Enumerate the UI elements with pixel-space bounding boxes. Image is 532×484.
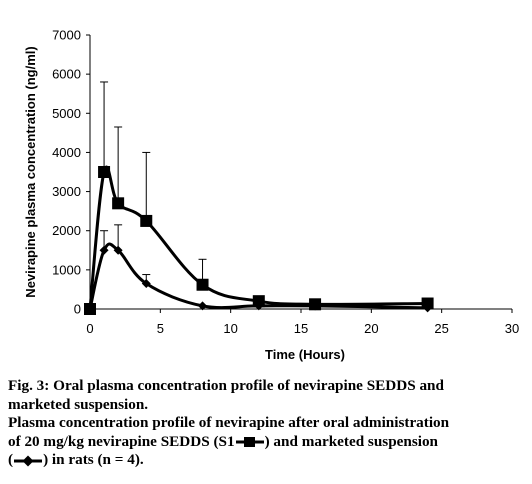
point-sedds [196,278,209,291]
point-suspension [141,279,151,289]
y-tick-label: 4000 [52,145,81,160]
point-sedds [252,295,265,308]
point-suspension [113,245,123,255]
caption-line-1: Fig. 3: Oral plasma concentration profil… [8,377,444,394]
legend-diamond-marker-icon [14,455,43,467]
chart-plot: 0 1000 2000 3000 4000 5000 6000 7000 0 5 10 15 20 25 3… [23,28,519,363]
y-tick-label: 6000 [52,67,81,82]
chart-markers [84,166,434,315]
chart-error-bars [100,81,207,285]
y-tick-label: 3000 [52,184,81,199]
x-tick-label: 5 [157,321,164,336]
chart-series-lines [88,165,428,310]
series-line-sedds [88,165,428,310]
caption-line-5-end: ) in rats (n = 4). [43,451,144,468]
x-tick-label: 0 [86,321,93,336]
caption-line-3: Plasma concentration profile of nevirapi… [8,414,450,431]
caption-line-4-end: ) and marketed suspension [264,432,439,450]
point-suspension [423,303,433,313]
caption-line-5: ( ) in rats (n = 4). [8,451,530,470]
caption-line-2: marketed suspension. [8,395,149,413]
x-tick-label: 20 [364,321,378,336]
caption-line-4-start: of 20 mg/kg nevirapine SEDDS (S1 [8,432,235,450]
point-suspension [85,304,95,314]
legend-square-marker-icon [235,437,264,448]
x-tick-label: 25 [434,321,448,336]
y-tick-label: 2000 [52,223,81,238]
point-suspension [99,245,109,255]
point-suspension [310,301,320,311]
point-sedds [112,197,125,210]
y-axis-label: Nevirapine plasma concentration (ng/ml) [23,46,38,297]
point-sedds [98,166,111,178]
y-tick-label: 5000 [52,106,81,121]
x-axis-label: Time (Hours) [265,347,345,362]
point-sedds [140,214,153,227]
chart-axes: 0 1000 2000 3000 4000 5000 6000 7000 0 5 10 15 20 25 3… [52,28,519,337]
caption-line-5-start: ( [8,451,14,468]
figure-caption: Fig. 3: Oral plasma concentration profil… [8,377,530,470]
caption-line-4: of 20 mg/kg nevirapine SEDDS (S1 ) and ma… [8,433,530,452]
point-suspension [198,301,208,311]
x-tick-label: 30 [505,321,519,336]
x-tick-label: 10 [223,321,237,336]
y-tick-label: 1000 [52,262,81,277]
y-tick-label: 7000 [52,28,81,43]
point-suspension [254,301,264,311]
y-tick-label: 0 [74,302,81,317]
x-tick-label: 15 [294,321,308,336]
